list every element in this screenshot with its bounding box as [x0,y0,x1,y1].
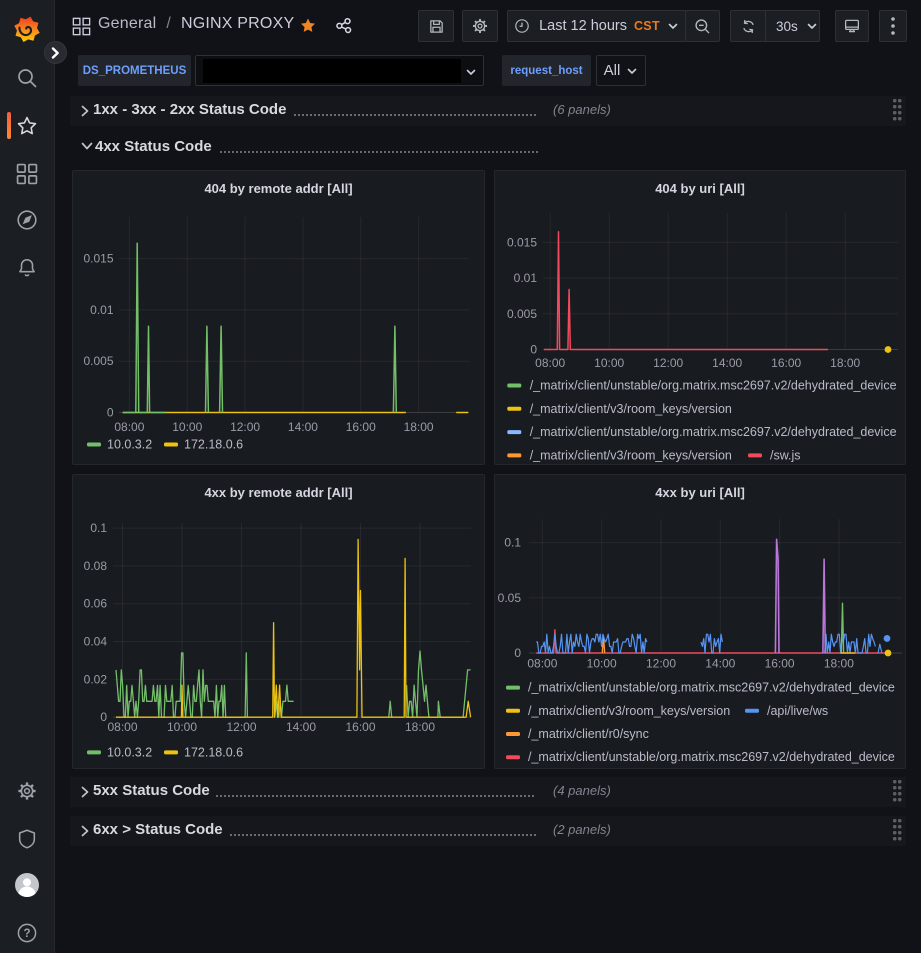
svg-text:172.18.0.6: 172.18.0.6 [184,745,243,759]
svg-text:0: 0 [107,406,114,420]
svg-text:16:00: 16:00 [345,720,375,734]
svg-text:0.01: 0.01 [90,303,114,317]
svg-text:10:00: 10:00 [167,720,197,734]
svg-text:0.015: 0.015 [83,252,113,266]
svg-text:0.02: 0.02 [84,672,108,686]
svg-text:0.005: 0.005 [507,307,537,321]
svg-text:0.01: 0.01 [514,271,538,285]
svg-text:12:00: 12:00 [646,657,676,671]
svg-text:08:00: 08:00 [535,356,565,370]
svg-text:08:00: 08:00 [107,720,137,734]
svg-text:/_matrix/client/v3/room_keys/v: /_matrix/client/v3/room_keys/version [528,704,730,718]
svg-text:12:00: 12:00 [653,356,683,370]
svg-text:10:00: 10:00 [172,420,202,434]
svg-text:0: 0 [100,710,107,724]
svg-text:14:00: 14:00 [288,420,318,434]
svg-text:14:00: 14:00 [705,657,735,671]
svg-text:18:00: 18:00 [404,420,434,434]
svg-text:18:00: 18:00 [824,657,854,671]
svg-text:10.0.3.2: 10.0.3.2 [107,745,152,759]
svg-text:/_matrix/client/unstable/org.m: /_matrix/client/unstable/org.matrix.msc2… [530,425,897,439]
svg-text:10:00: 10:00 [594,356,624,370]
svg-text:/_matrix/client/unstable/org.m: /_matrix/client/unstable/org.matrix.msc2… [528,750,895,764]
svg-text:12:00: 12:00 [230,420,260,434]
svg-text:0.06: 0.06 [84,597,108,611]
svg-text:0: 0 [530,343,537,357]
svg-text:0.05: 0.05 [498,591,522,605]
svg-text:/_matrix/client/r0/sync: /_matrix/client/r0/sync [528,727,649,741]
svg-text:172.18.0.6: 172.18.0.6 [184,438,243,452]
svg-text:14:00: 14:00 [712,356,742,370]
svg-text:/_matrix/client/unstable/org.m: /_matrix/client/unstable/org.matrix.msc2… [530,379,897,393]
svg-text:16:00: 16:00 [765,657,795,671]
svg-text:10.0.3.2: 10.0.3.2 [107,438,152,452]
svg-text:0.1: 0.1 [504,536,521,550]
svg-text:08:00: 08:00 [527,657,557,671]
svg-text:0.1: 0.1 [90,521,107,535]
svg-text:16:00: 16:00 [771,356,801,370]
svg-text:18:00: 18:00 [405,720,435,734]
svg-text:/_matrix/client/v3/room_keys/v: /_matrix/client/v3/room_keys/version [530,402,732,416]
svg-text:14:00: 14:00 [286,720,316,734]
svg-text:0.005: 0.005 [83,354,113,368]
svg-text:/_matrix/client/v3/room_keys/v: /_matrix/client/v3/room_keys/version [530,448,732,462]
svg-text:16:00: 16:00 [346,420,376,434]
svg-text:18:00: 18:00 [830,356,860,370]
svg-text:0.08: 0.08 [84,559,108,573]
svg-text:/api/live/ws: /api/live/ws [767,704,828,718]
svg-text:/sw.js: /sw.js [770,448,801,462]
svg-text:0.015: 0.015 [507,235,537,249]
svg-text:12:00: 12:00 [226,720,256,734]
svg-text:0.04: 0.04 [84,635,108,649]
svg-text:08:00: 08:00 [114,420,144,434]
svg-text:10:00: 10:00 [587,657,617,671]
svg-text:?: ? [23,928,30,940]
svg-text:/_matrix/client/unstable/org.m: /_matrix/client/unstable/org.matrix.msc2… [528,681,895,695]
svg-text:0: 0 [514,646,521,660]
